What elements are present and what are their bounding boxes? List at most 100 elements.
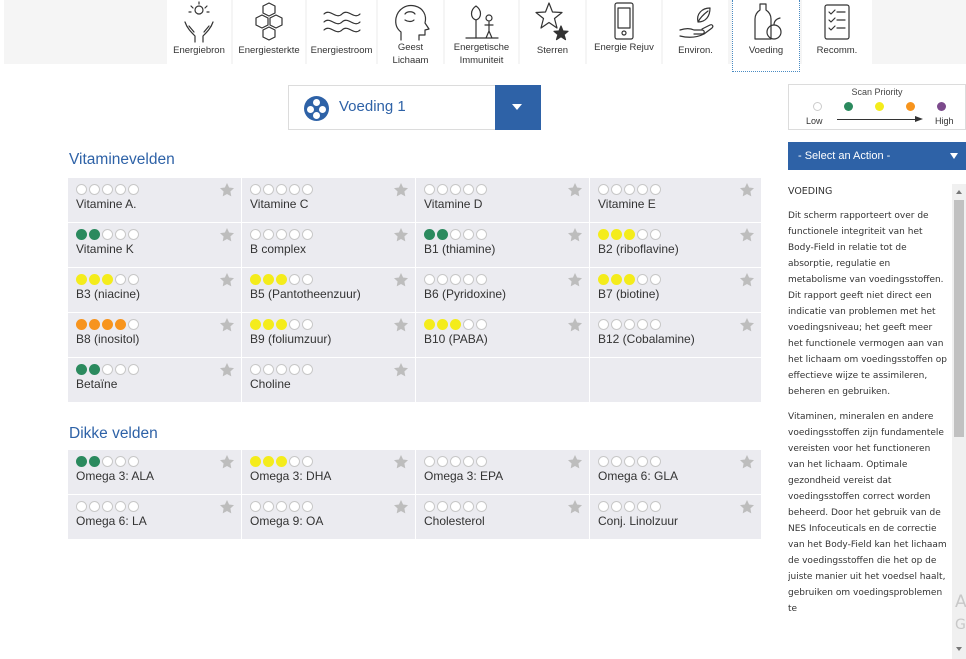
scroll-up-icon[interactable] xyxy=(956,190,962,194)
star-icon[interactable] xyxy=(393,362,409,378)
priority-dot xyxy=(650,456,661,467)
priority-dot xyxy=(276,501,287,512)
nutrient-cell[interactable]: Omega 3: DHA xyxy=(242,450,416,495)
nutrient-cell[interactable]: Conj. Linolzuur xyxy=(590,495,762,540)
nutrient-cell[interactable]: B7 (biotine) xyxy=(590,268,762,313)
priority-dot xyxy=(463,184,474,195)
nutrient-cell[interactable]: Vitamine C xyxy=(242,178,416,223)
star-icon[interactable] xyxy=(567,227,583,243)
priority-dot xyxy=(250,274,261,285)
priority-dot xyxy=(89,456,100,467)
priority-dot xyxy=(476,456,487,467)
star-icon[interactable] xyxy=(393,272,409,288)
nutrient-cell[interactable]: Omega 9: OA xyxy=(242,495,416,540)
star-icon[interactable] xyxy=(219,454,235,470)
nutrient-cell[interactable]: Vitamine E xyxy=(590,178,762,223)
star-icon[interactable] xyxy=(393,499,409,515)
star-icon[interactable] xyxy=(739,227,755,243)
dropdown-toggle-button[interactable] xyxy=(495,85,541,130)
nav-item-energiestroom[interactable]: Energiestroom xyxy=(307,0,376,72)
star-icon[interactable] xyxy=(393,317,409,333)
nutrition-set-dropdown[interactable]: Voeding 1 xyxy=(288,85,541,130)
priority-dot xyxy=(302,274,313,285)
star-icon[interactable] xyxy=(219,182,235,198)
priority-dot xyxy=(650,229,661,240)
star-icon[interactable] xyxy=(567,454,583,470)
nutrient-cell[interactable]: Omega 6: LA xyxy=(68,495,242,540)
action-select[interactable]: - Select an Action - xyxy=(788,142,966,170)
priority-dot xyxy=(424,456,435,467)
priority-dot xyxy=(424,184,435,195)
priority-dot xyxy=(102,274,113,285)
nav-item-energie-rejuv[interactable]: Energie Rejuv xyxy=(587,0,661,72)
priority-dot xyxy=(450,501,461,512)
nav-item-geest-lichaam[interactable]: Geest Lichaam xyxy=(378,0,443,72)
star-icon[interactable] xyxy=(567,499,583,515)
star-icon[interactable] xyxy=(567,317,583,333)
star-icon[interactable] xyxy=(219,227,235,243)
scroll-thumb[interactable] xyxy=(954,200,964,437)
nutrient-cell[interactable]: B5 (Pantotheenzuur) xyxy=(242,268,416,313)
star-icon[interactable] xyxy=(219,272,235,288)
nutrient-cell[interactable]: Omega 6: GLA xyxy=(590,450,762,495)
priority-dot xyxy=(611,319,622,330)
priority-dot xyxy=(637,501,648,512)
scroll-down-icon[interactable] xyxy=(956,647,962,651)
star-icon[interactable] xyxy=(739,182,755,198)
legend-low-label: Low xyxy=(806,116,823,126)
nutrient-cell[interactable]: B2 (riboflavine) xyxy=(590,223,762,268)
nutrient-cell[interactable]: Choline xyxy=(242,358,416,403)
nutrient-cell[interactable]: B complex xyxy=(242,223,416,268)
priority-dot xyxy=(250,501,261,512)
nutrient-cell[interactable]: B10 (PABA) xyxy=(416,313,590,358)
nutrient-cell[interactable]: B3 (niacine) xyxy=(68,268,242,313)
nutrient-cell[interactable]: B9 (foliumzuur) xyxy=(242,313,416,358)
star-icon[interactable] xyxy=(219,317,235,333)
priority-dot xyxy=(650,274,661,285)
priority-dot xyxy=(250,456,261,467)
star-icon[interactable] xyxy=(739,454,755,470)
nutrient-cell[interactable]: Cholesterol xyxy=(416,495,590,540)
star-icon[interactable] xyxy=(393,182,409,198)
nav-item-voeding[interactable]: Voeding xyxy=(732,0,800,72)
nav-item-recomm[interactable]: Recomm. xyxy=(802,0,872,72)
star-icon[interactable] xyxy=(393,454,409,470)
priority-dot xyxy=(637,274,648,285)
nutrient-cell[interactable]: Betaïne xyxy=(68,358,242,403)
nav-item-label: Sterren xyxy=(536,45,569,56)
priority-dot xyxy=(263,229,274,240)
priority-dot xyxy=(624,319,635,330)
nutrient-cell[interactable]: Omega 3: EPA xyxy=(416,450,590,495)
star-icon[interactable] xyxy=(219,499,235,515)
star-icon[interactable] xyxy=(393,227,409,243)
nutrient-cell[interactable]: Vitamine D xyxy=(416,178,590,223)
nav-item-energiesterkte[interactable]: Energiesterkte xyxy=(233,0,305,72)
star-icon[interactable] xyxy=(219,362,235,378)
nav-item-energiebron[interactable]: Energiebron xyxy=(167,0,231,72)
nutrient-cell[interactable]: Vitamine K xyxy=(68,223,242,268)
nutrient-cell[interactable]: B8 (inositol) xyxy=(68,313,242,358)
star-icon[interactable] xyxy=(739,499,755,515)
info-scrollbar[interactable] xyxy=(952,184,966,659)
nav-item-energetische-immuniteit[interactable]: Energetische Immuniteit xyxy=(445,0,518,72)
priority-dot xyxy=(437,274,448,285)
nutrient-cell[interactable]: B6 (Pyridoxine) xyxy=(416,268,590,313)
stars-icon xyxy=(533,0,573,44)
priority-dot xyxy=(276,319,287,330)
nutrient-cell[interactable]: B1 (thiamine) xyxy=(416,223,590,268)
nutrient-cell[interactable]: B12 (Cobalamine) xyxy=(590,313,762,358)
star-icon[interactable] xyxy=(567,272,583,288)
nutrient-name: B2 (riboflavine) xyxy=(598,242,679,256)
nutrient-name: B6 (Pyridoxine) xyxy=(424,287,507,301)
nutrient-cell[interactable]: Vitamine A. xyxy=(68,178,242,223)
priority-dot xyxy=(289,184,300,195)
nav-item-sterren[interactable]: Sterren xyxy=(520,0,585,72)
dots-circle-icon xyxy=(304,96,329,121)
section-title-fats: Dikke velden xyxy=(69,425,158,442)
star-icon[interactable] xyxy=(739,272,755,288)
star-icon[interactable] xyxy=(567,182,583,198)
nutrient-cell[interactable]: Omega 3: ALA xyxy=(68,450,242,495)
priority-dot xyxy=(437,319,448,330)
nav-item-environ[interactable]: Environ. xyxy=(663,0,728,72)
star-icon[interactable] xyxy=(739,317,755,333)
